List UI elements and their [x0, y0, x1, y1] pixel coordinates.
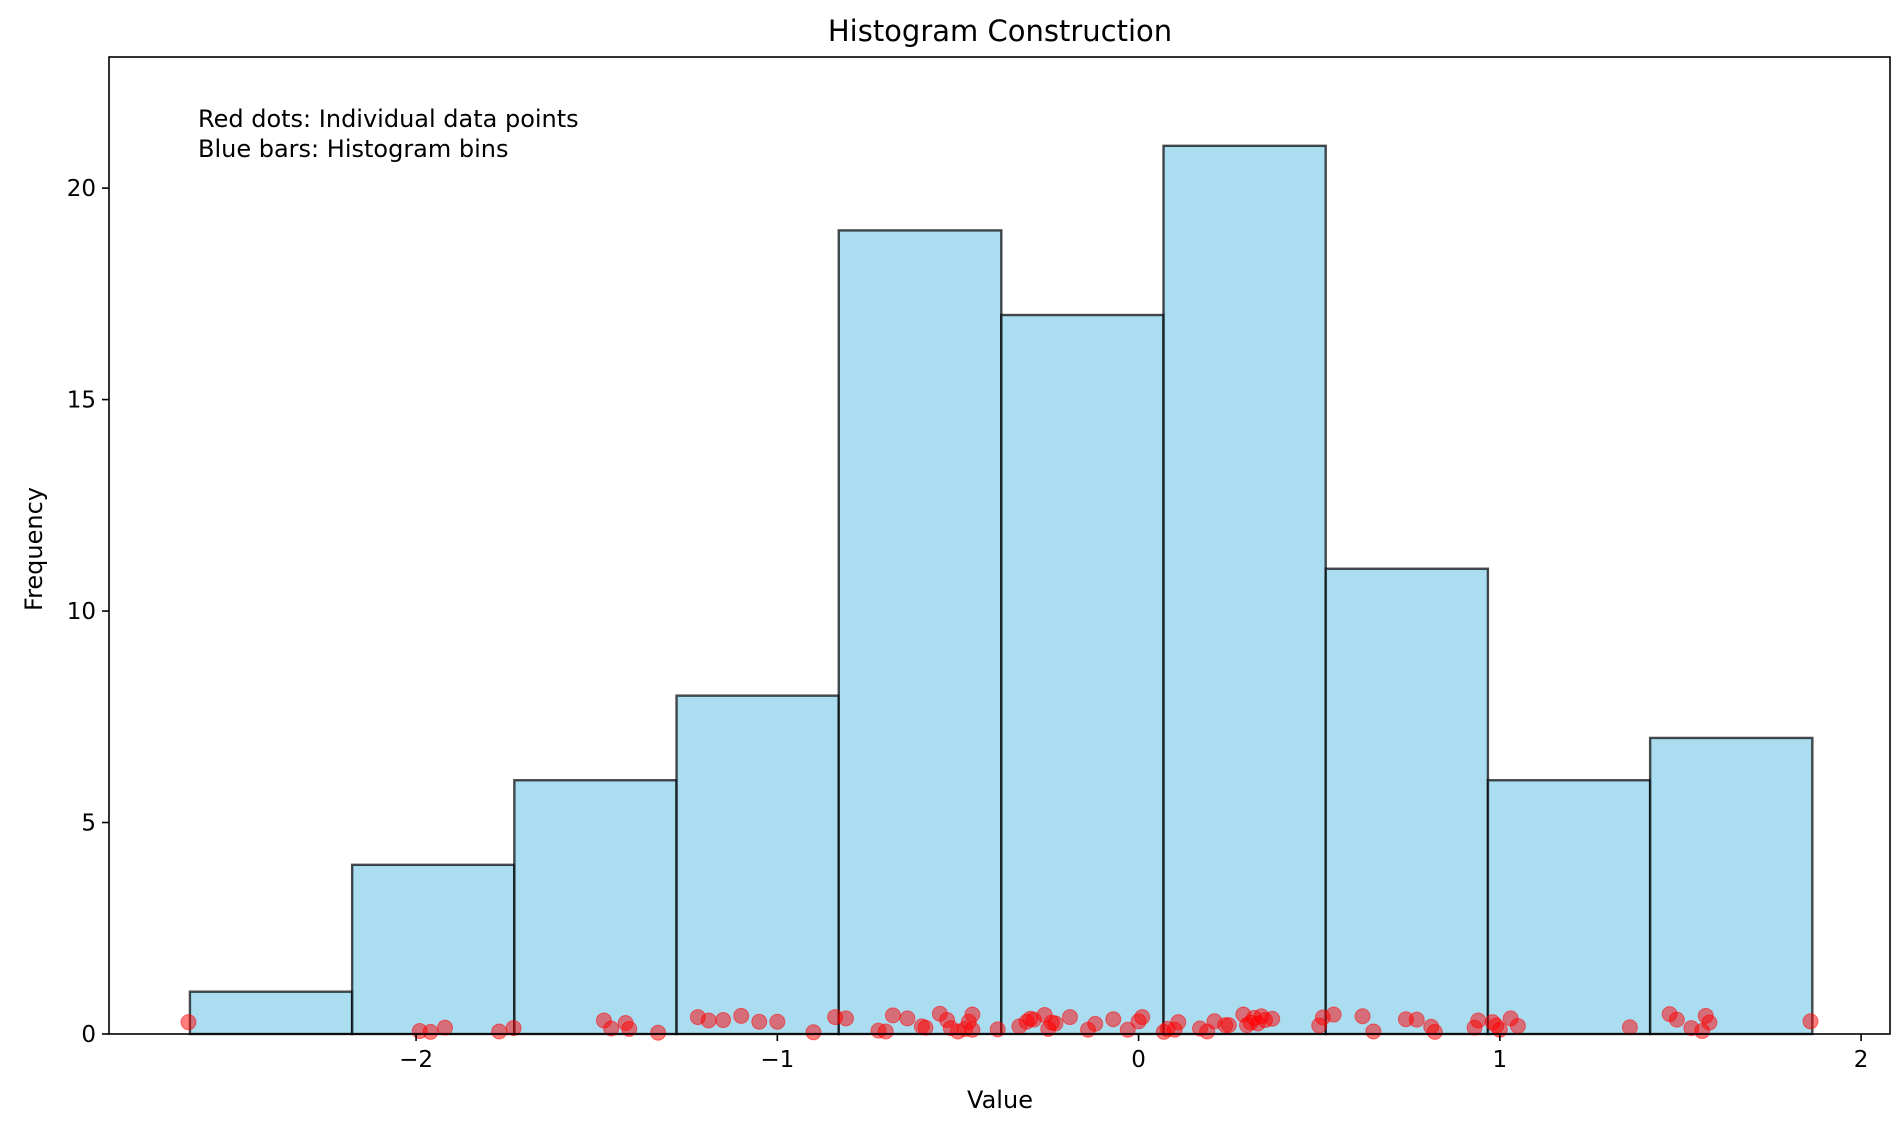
data-point: [1802, 1013, 1819, 1030]
data-point: [1668, 1011, 1685, 1028]
data-point: [964, 1021, 981, 1038]
histogram-bar: [837, 229, 1003, 1036]
data-point: [1470, 1012, 1487, 1029]
data-point: [650, 1024, 667, 1041]
x-axis-ticks: −2 −1 0 1 2: [399, 1034, 1868, 1073]
data-point: [700, 1012, 717, 1029]
data-point: [964, 1006, 981, 1023]
data-point: [1134, 1009, 1151, 1026]
histogram-bar: [1648, 736, 1814, 1036]
data-point: [1426, 1023, 1443, 1040]
data-point: [1105, 1011, 1122, 1028]
data-point: [917, 1019, 934, 1036]
data-point: [1047, 1015, 1064, 1032]
histogram-bar: [513, 779, 678, 1036]
data-point: [436, 1019, 453, 1036]
data-point: [884, 1007, 901, 1024]
data-point: [989, 1021, 1006, 1038]
y-axis-label: Frequency: [20, 487, 48, 611]
data-point: [422, 1023, 439, 1040]
data-point: [1061, 1009, 1078, 1026]
x-tick-label: −1: [760, 1047, 794, 1073]
data-point: [505, 1020, 522, 1037]
histogram-bar: [350, 863, 516, 1036]
data-point: [1354, 1008, 1371, 1025]
x-axis-label: Value: [967, 1086, 1033, 1114]
data-point: [1701, 1014, 1718, 1031]
histogram-bar: [1000, 313, 1165, 1036]
data-point: [733, 1007, 750, 1024]
data-point: [751, 1013, 768, 1030]
data-point: [769, 1013, 786, 1030]
y-tick-label: 15: [67, 388, 96, 414]
x-tick-label: 0: [1131, 1047, 1146, 1073]
plot-frame: [108, 56, 1891, 1035]
data-point: [837, 1010, 854, 1027]
data-points: [180, 1005, 1819, 1041]
data-point: [491, 1023, 508, 1040]
y-tick-label: 5: [81, 811, 96, 837]
data-point: [877, 1023, 894, 1040]
x-tick-label: −2: [399, 1047, 433, 1073]
y-tick-label: 0: [81, 1022, 96, 1048]
data-point: [1509, 1017, 1526, 1034]
y-tick-label: 10: [67, 599, 96, 625]
histogram-bar: [1486, 779, 1652, 1036]
histogram-bars: [188, 144, 1814, 1036]
histogram-bar: [1162, 144, 1327, 1036]
histogram-bar: [675, 694, 840, 1036]
data-point: [805, 1024, 822, 1041]
chart-title: Histogram Construction: [828, 14, 1172, 48]
data-point: [1087, 1015, 1104, 1032]
data-point: [621, 1020, 638, 1037]
data-point: [1621, 1019, 1638, 1036]
x-tick-label: 1: [1493, 1047, 1508, 1073]
data-point: [1408, 1011, 1425, 1028]
data-point: [603, 1020, 620, 1037]
data-point: [715, 1012, 732, 1029]
annotation-blue-bars: Blue bars: Histogram bins: [198, 135, 509, 163]
data-point: [899, 1010, 916, 1027]
data-point: [1325, 1006, 1342, 1023]
y-axis-ticks: 0 5 10 15 20: [67, 176, 109, 1048]
x-tick-label: 2: [1854, 1047, 1869, 1073]
annotation-red-dots: Red dots: Individual data points: [198, 105, 579, 133]
data-point: [180, 1014, 197, 1031]
data-point: [1264, 1010, 1281, 1027]
histogram-bar: [1324, 567, 1490, 1036]
histogram-bar: [188, 990, 354, 1036]
y-tick-label: 20: [67, 176, 96, 202]
data-point: [1365, 1023, 1382, 1040]
data-point: [1170, 1014, 1187, 1031]
data-point: [1220, 1017, 1237, 1034]
